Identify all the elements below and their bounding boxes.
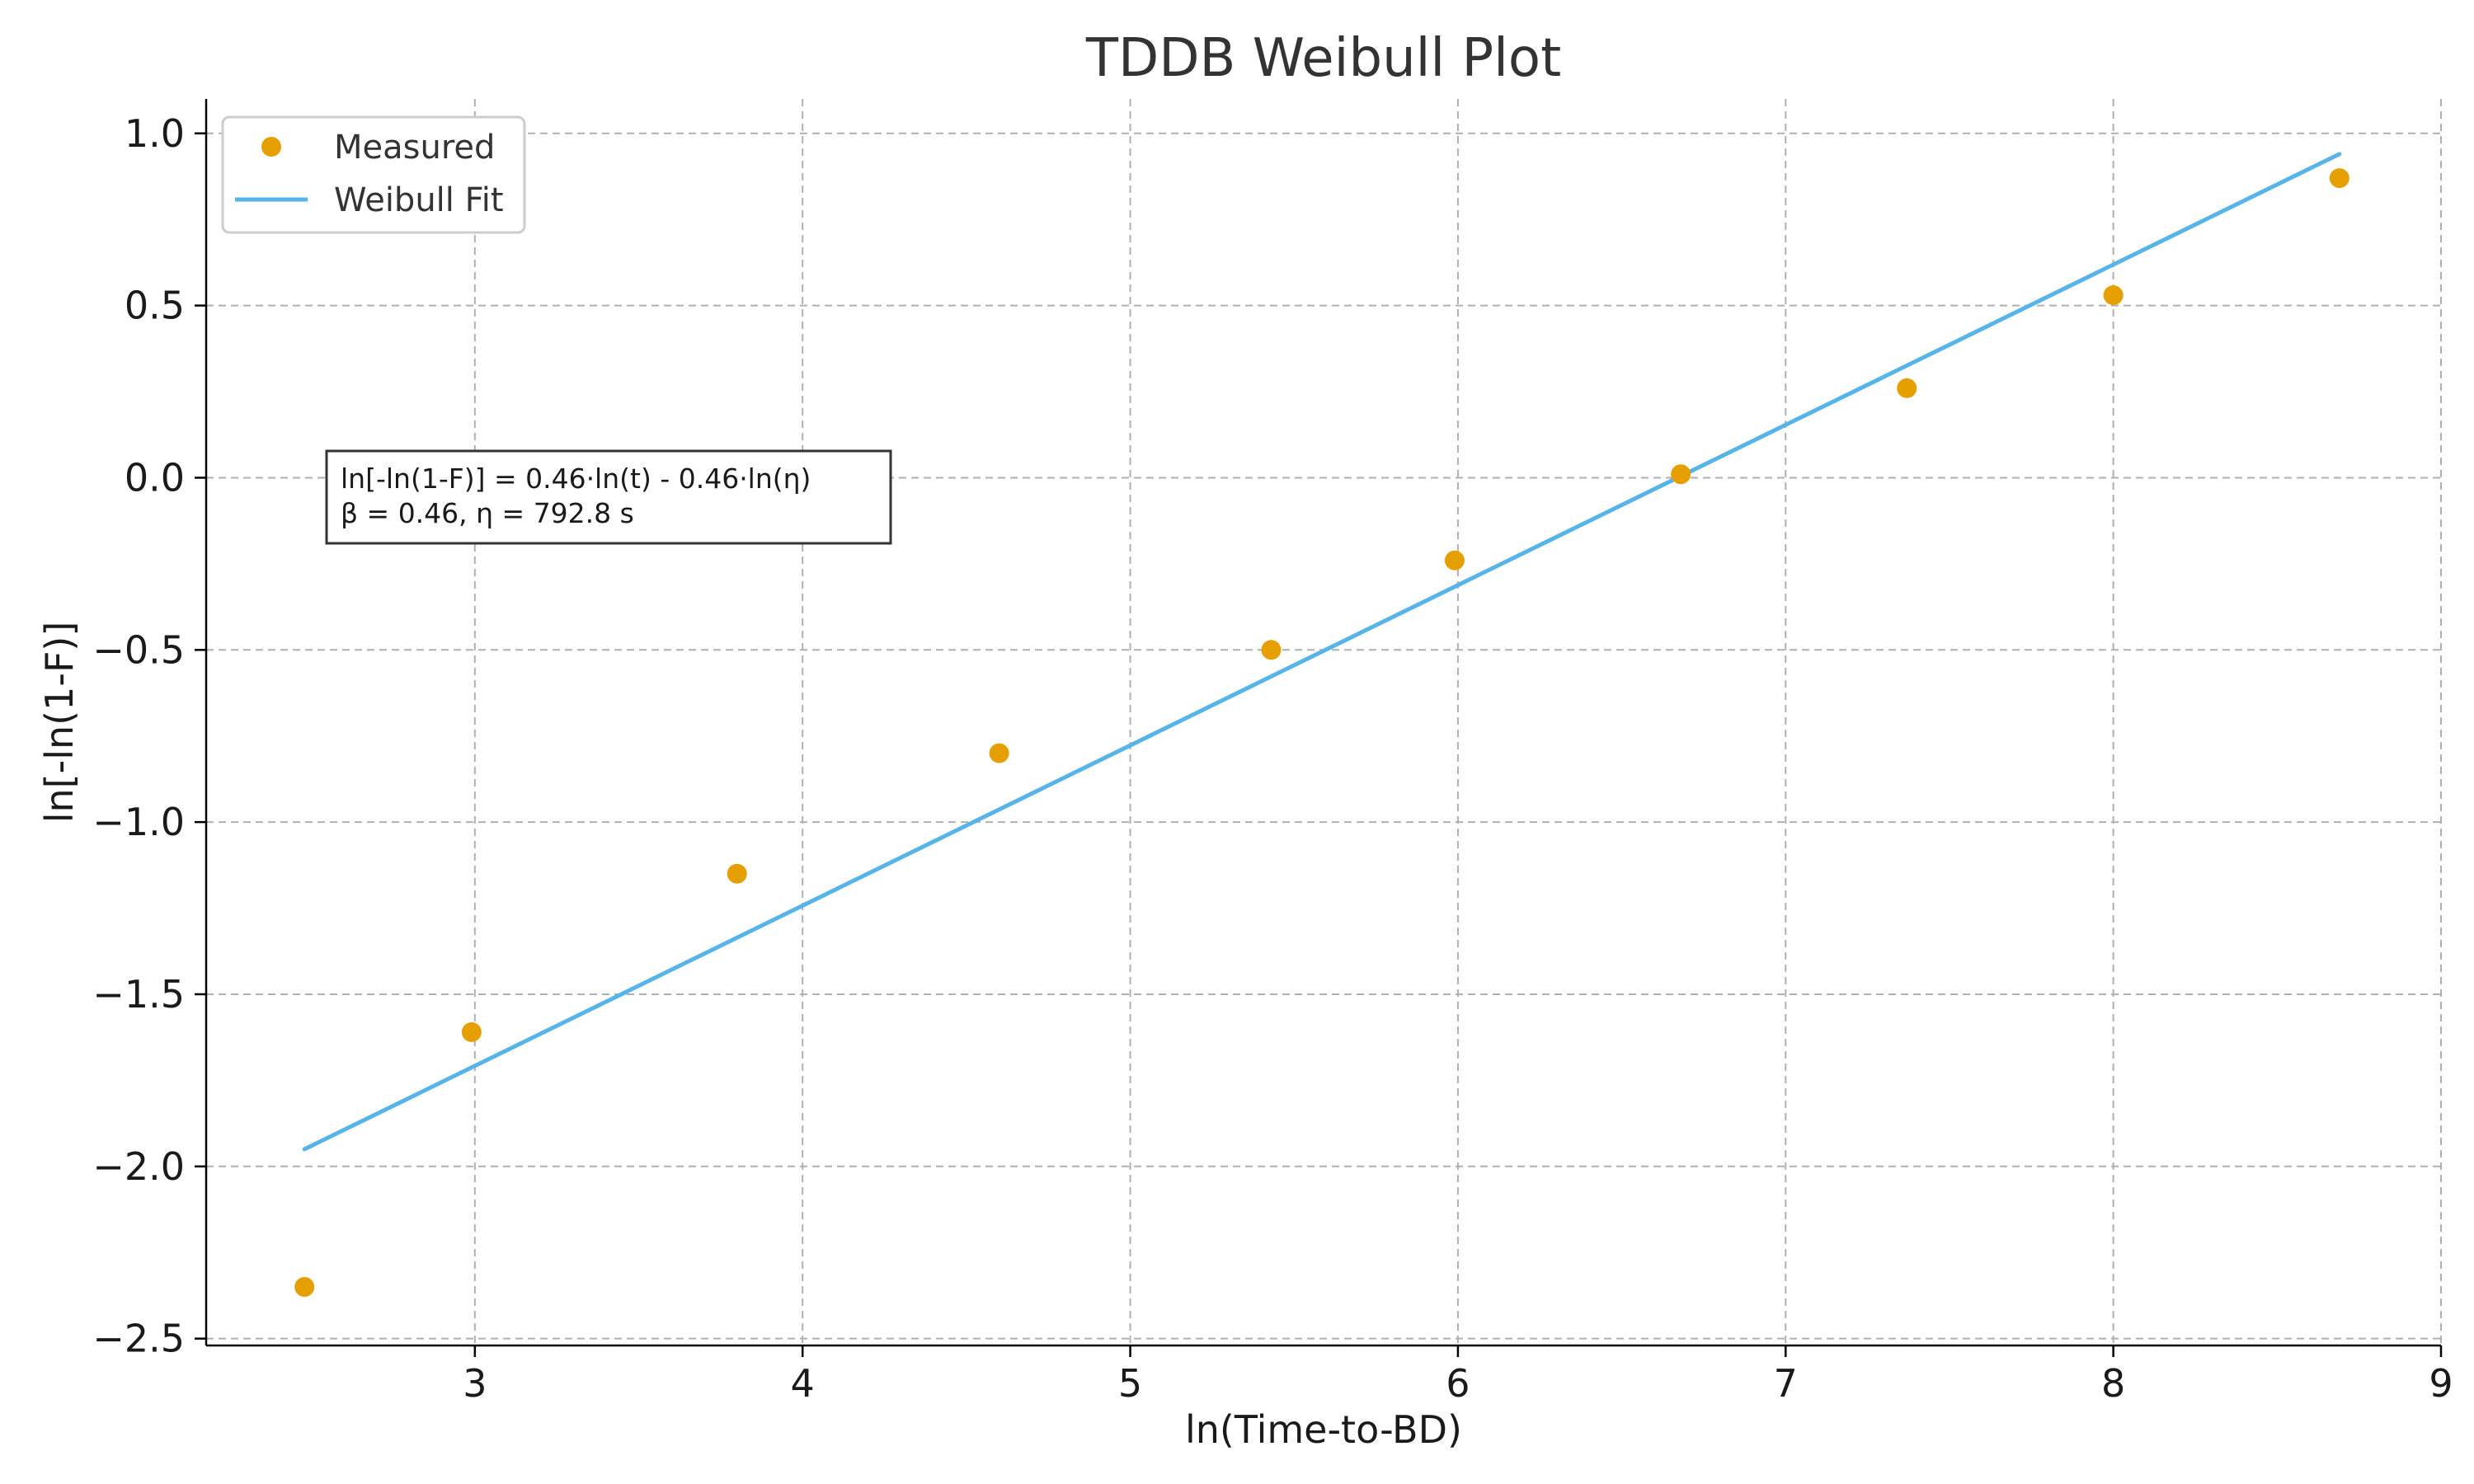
legend-label-measured: Measured [334, 129, 495, 167]
y-tick-label: −2.5 [92, 1317, 185, 1361]
measured-point [461, 1021, 482, 1042]
measured-point [1261, 640, 1282, 660]
measured-point [2329, 168, 2349, 189]
legend: Measured Weibull Fit [221, 115, 526, 234]
measured-point [2103, 285, 2124, 306]
y-tick-label: 0.5 [125, 284, 185, 328]
measured-point [1671, 464, 1691, 485]
annotation-frame [325, 449, 892, 545]
weibull-fit-line [302, 152, 2342, 1152]
annotation-parameters: β = 0.46, η = 792.8 s [341, 497, 634, 529]
measured-series [294, 168, 2349, 1297]
y-tick-label: 0.0 [125, 455, 185, 500]
chart-title: TDDB Weibull Plot [1085, 28, 1561, 89]
axes-frame [205, 99, 2441, 1347]
x-tick-label: 7 [1774, 1361, 1798, 1406]
y-tick-label: −2.0 [92, 1144, 185, 1189]
y-axis-ticks: −2.5 −2.0 −1.5 −1.0 −0.5 0.0 0.5 1.0 [92, 111, 206, 1361]
x-tick-label: 9 [2429, 1361, 2453, 1406]
y-tick-label: 1.0 [125, 111, 185, 156]
legend-marker-measured [261, 137, 281, 157]
x-tick-label: 4 [791, 1361, 815, 1406]
measured-point [294, 1276, 315, 1297]
legend-frame [221, 115, 526, 234]
y-tick-label: −1.0 [92, 800, 185, 844]
x-axis-label: ln(Time-to-BD) [1185, 1407, 1462, 1452]
fit-annotation-box: ln[-ln(1-F)] = 0.46·ln(t) - 0.46·ln(η) β… [325, 449, 892, 545]
weibull-fit-series [302, 152, 2342, 1152]
measured-point [1444, 550, 1465, 571]
x-tick-label: 6 [1446, 1361, 1470, 1406]
x-tick-label: 5 [1118, 1361, 1142, 1406]
y-tick-label: −0.5 [92, 627, 185, 672]
legend-label-weibull-fit: Weibull Fit [334, 181, 504, 219]
y-axis-label: ln[-ln(1-F)] [37, 622, 82, 824]
annotation-equation: ln[-ln(1-F)] = 0.46·ln(t) - 0.46·ln(η) [341, 463, 811, 495]
measured-point [727, 863, 747, 884]
y-tick-label: −1.5 [92, 972, 185, 1017]
x-tick-label: 8 [2101, 1361, 2125, 1406]
x-tick-label: 3 [463, 1361, 487, 1406]
x-axis-ticks: 3 4 5 6 7 8 9 [463, 1345, 2453, 1406]
measured-point [1897, 378, 1917, 398]
measured-point [989, 743, 1009, 763]
